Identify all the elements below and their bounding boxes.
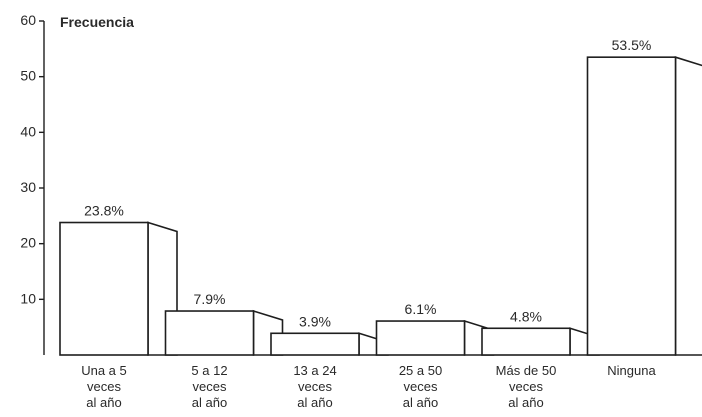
bar (586, 56, 677, 356)
category-label-line: 25 a 50 (399, 363, 442, 378)
data-labels: 23.8% 7.9% 3.9% 6.1% 4.8% 53.5% (84, 37, 651, 329)
category-label: 13 a 24 veces al año (293, 363, 336, 410)
y-tick-label: 40 (20, 123, 36, 139)
category-label: Ninguna (607, 363, 656, 378)
category-label-line: veces (404, 379, 438, 394)
category-label-line: veces (509, 379, 543, 394)
category-label: Una a 5 veces al año (81, 363, 127, 410)
category-label-line: 13 a 24 (293, 363, 336, 378)
y-tick-label: 10 (20, 290, 36, 306)
category-label-line: 5 a 12 (191, 363, 227, 378)
category-label-line: Ninguna (607, 363, 656, 378)
category-label-line: al año (508, 395, 543, 410)
category-label-line: al año (86, 395, 121, 410)
data-label: 23.8% (84, 203, 124, 219)
category-label-line: al año (297, 395, 332, 410)
category-label-line: veces (298, 379, 332, 394)
data-label: 7.9% (194, 291, 226, 307)
bar (481, 327, 571, 356)
bars (59, 56, 702, 356)
bar (270, 332, 360, 356)
data-label: 53.5% (612, 37, 652, 53)
y-tick-label: 20 (20, 235, 36, 251)
category-label-line: al año (192, 395, 227, 410)
y-tick-label: 50 (20, 68, 36, 84)
category-label: 5 a 12 veces al año (191, 363, 227, 410)
category-label-line: veces (87, 379, 121, 394)
data-label: 3.9% (299, 313, 331, 329)
category-label: Más de 50 veces al año (496, 363, 557, 410)
category-label: 25 a 50 veces al año (399, 363, 442, 410)
data-label: 4.8% (510, 308, 542, 324)
bar (164, 310, 255, 356)
category-label-line: Una a 5 (81, 363, 127, 378)
y-axis-title: Frecuencia (60, 14, 134, 30)
bar (375, 320, 466, 356)
category-label-line: al año (403, 395, 438, 410)
y-axis: 10 20 30 40 50 60 (20, 12, 45, 355)
category-label-line: veces (193, 379, 227, 394)
y-tick-label: 30 (20, 179, 36, 195)
category-label-line: Más de 50 (496, 363, 557, 378)
data-label: 6.1% (405, 301, 437, 317)
y-tick-label: 60 (20, 12, 36, 28)
bar (59, 221, 149, 356)
bar-side-face (674, 56, 702, 356)
